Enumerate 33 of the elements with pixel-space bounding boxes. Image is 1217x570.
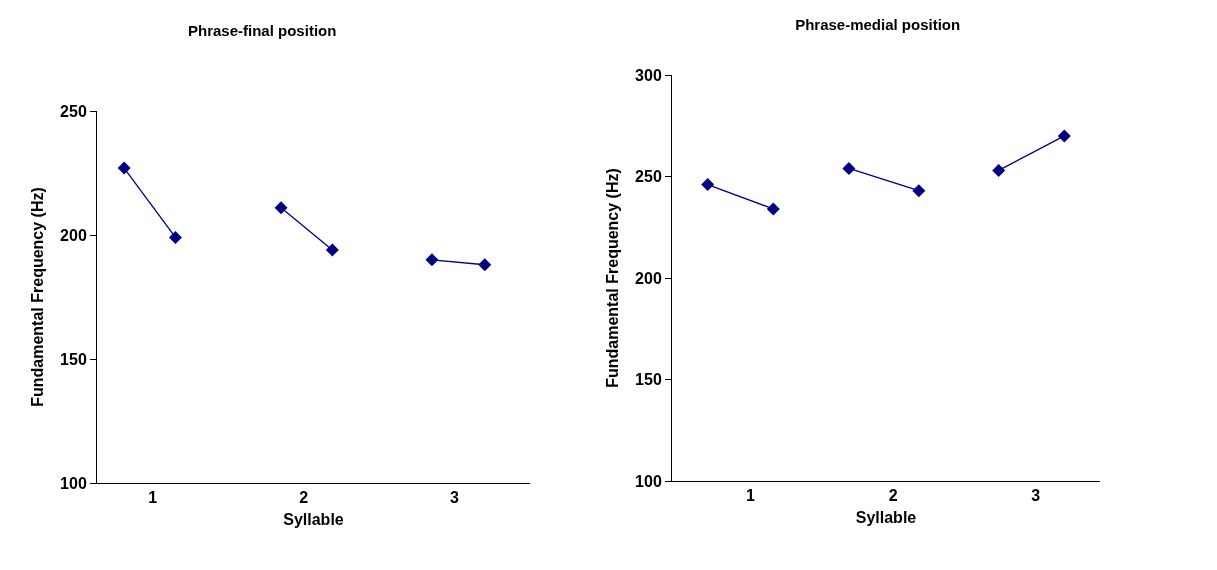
y-tick-label: 300 bbox=[635, 66, 662, 84]
x-axis-title: Syllable bbox=[855, 508, 917, 526]
x-tick-label: 3 bbox=[1031, 487, 1041, 505]
y-tick-label: 150 bbox=[60, 350, 87, 368]
x-tick-label: 1 bbox=[746, 487, 756, 505]
x-axis-title: Syllable bbox=[283, 510, 344, 528]
x-tick-label: 1 bbox=[148, 489, 158, 507]
point bbox=[912, 184, 926, 198]
point bbox=[274, 201, 288, 215]
x-tick-label: 2 bbox=[888, 487, 898, 505]
point bbox=[117, 161, 131, 175]
point bbox=[992, 163, 1006, 177]
point bbox=[425, 253, 439, 267]
y-tick-label: 250 bbox=[60, 102, 87, 120]
y-tick-label: 250 bbox=[635, 168, 662, 186]
y-tick-label: 100 bbox=[60, 474, 87, 492]
point bbox=[1057, 129, 1071, 143]
point bbox=[325, 243, 339, 257]
y-tick-label: 200 bbox=[635, 269, 662, 287]
point bbox=[168, 230, 182, 244]
point bbox=[478, 258, 492, 272]
x-tick-label: 3 bbox=[450, 489, 460, 507]
point bbox=[842, 161, 856, 175]
y-tick-label: 200 bbox=[60, 226, 87, 244]
chart-title: Phrase-medial position bbox=[795, 16, 961, 34]
chart-title: Phrase-final position bbox=[188, 22, 337, 40]
y-tick-label: 100 bbox=[635, 472, 662, 490]
point bbox=[766, 202, 780, 216]
point bbox=[701, 178, 715, 192]
y-axis-title: Fundamental Frequency (Hz) bbox=[604, 168, 621, 388]
y-axis-title: Fundamental Frequency (Hz) bbox=[29, 187, 46, 407]
x-tick-label: 2 bbox=[299, 489, 309, 507]
y-tick-label: 150 bbox=[635, 371, 662, 389]
